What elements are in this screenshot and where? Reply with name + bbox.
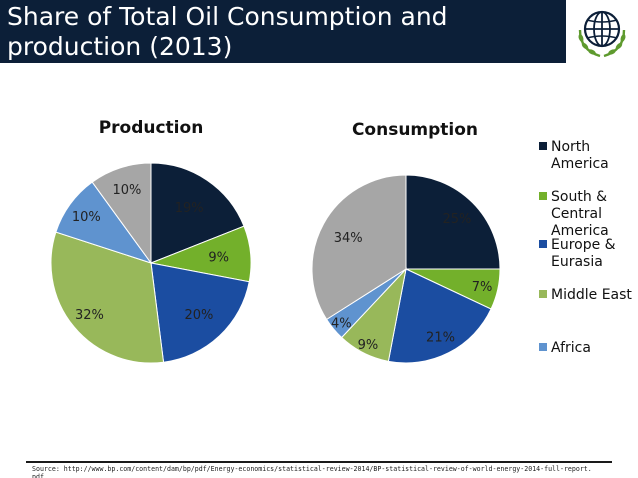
- legend-swatch: [539, 290, 547, 298]
- slide-title: Share of Total Oil Consumption and produ…: [7, 2, 547, 62]
- chart-legend: North America South & Central AmericaEurope …: [539, 139, 632, 356]
- consumption-title: Consumption: [352, 120, 478, 140]
- legend-label: Europe & Eurasia: [551, 237, 616, 270]
- legend-item-europe-eurasia: Europe & Eurasia: [539, 237, 616, 270]
- legend-label: Africa: [551, 340, 591, 356]
- title-line-1: Share of Total Oil Consumption and: [7, 2, 448, 31]
- consumption-label-europe-eurasia: 21%: [426, 331, 455, 346]
- legend-item-north-america: North America: [539, 139, 609, 172]
- production-title: Production: [99, 118, 204, 138]
- legend-label: South & Central America: [551, 189, 609, 239]
- legend-item-south-central-america: South & Central America: [539, 189, 609, 239]
- legend-label: North America: [551, 139, 609, 172]
- legend-item-middle-east: Middle East: [539, 287, 632, 303]
- production-slice-middle-east: [50, 231, 165, 364]
- production-slice-europe-eurasia: [150, 262, 250, 363]
- legend-swatch: [539, 240, 547, 248]
- consumption-slice-north-america: [405, 174, 501, 270]
- consumption-label-asia-pacific: 34%: [334, 231, 363, 246]
- source-note: Source: http://www.bp.com/content/dam/bp…: [32, 465, 592, 478]
- production-slice-north-america: [150, 162, 245, 264]
- production-label-africa: 10%: [72, 210, 101, 225]
- production-label-europe-eurasia: 20%: [184, 308, 213, 323]
- legend-item-africa: Africa: [539, 340, 591, 356]
- title-line-2: production (2013): [7, 32, 233, 61]
- slide-header: Share of Total Oil Consumption and produ…: [0, 0, 638, 63]
- legend-swatch: [539, 142, 547, 150]
- legend-swatch: [539, 343, 547, 351]
- consumption-label-north-america: 25%: [442, 212, 471, 227]
- production-label-north-america: 19%: [175, 201, 204, 216]
- consumption-slice-europe-eurasia: [387, 268, 492, 364]
- production-label-middle-east: 32%: [75, 308, 104, 323]
- production-slice-asia-pacific: [91, 162, 152, 265]
- production-label-asia-pacific: 10%: [112, 183, 141, 198]
- source-divider: [26, 461, 612, 463]
- production-pie: Production 19% 9% 20% 32% 10% 10%: [50, 118, 252, 364]
- consumption-pie: Consumption 25% 7% 21% 9% 4% 34%: [311, 120, 501, 364]
- consumption-label-south-central-america: 7%: [472, 280, 493, 295]
- globe-laurel-icon: [566, 0, 638, 63]
- legend-swatch: [539, 192, 547, 200]
- consumption-label-africa: 4%: [331, 317, 352, 332]
- consumption-slice-asia-pacific: [311, 174, 407, 321]
- consumption-label-middle-east: 9%: [358, 338, 379, 353]
- pie-charts: Production 19% 9% 20% 32% 10% 10% Consumption 25…: [50, 118, 632, 364]
- production-label-south-central-america: 9%: [208, 251, 229, 266]
- legend-label: Middle East: [551, 287, 632, 303]
